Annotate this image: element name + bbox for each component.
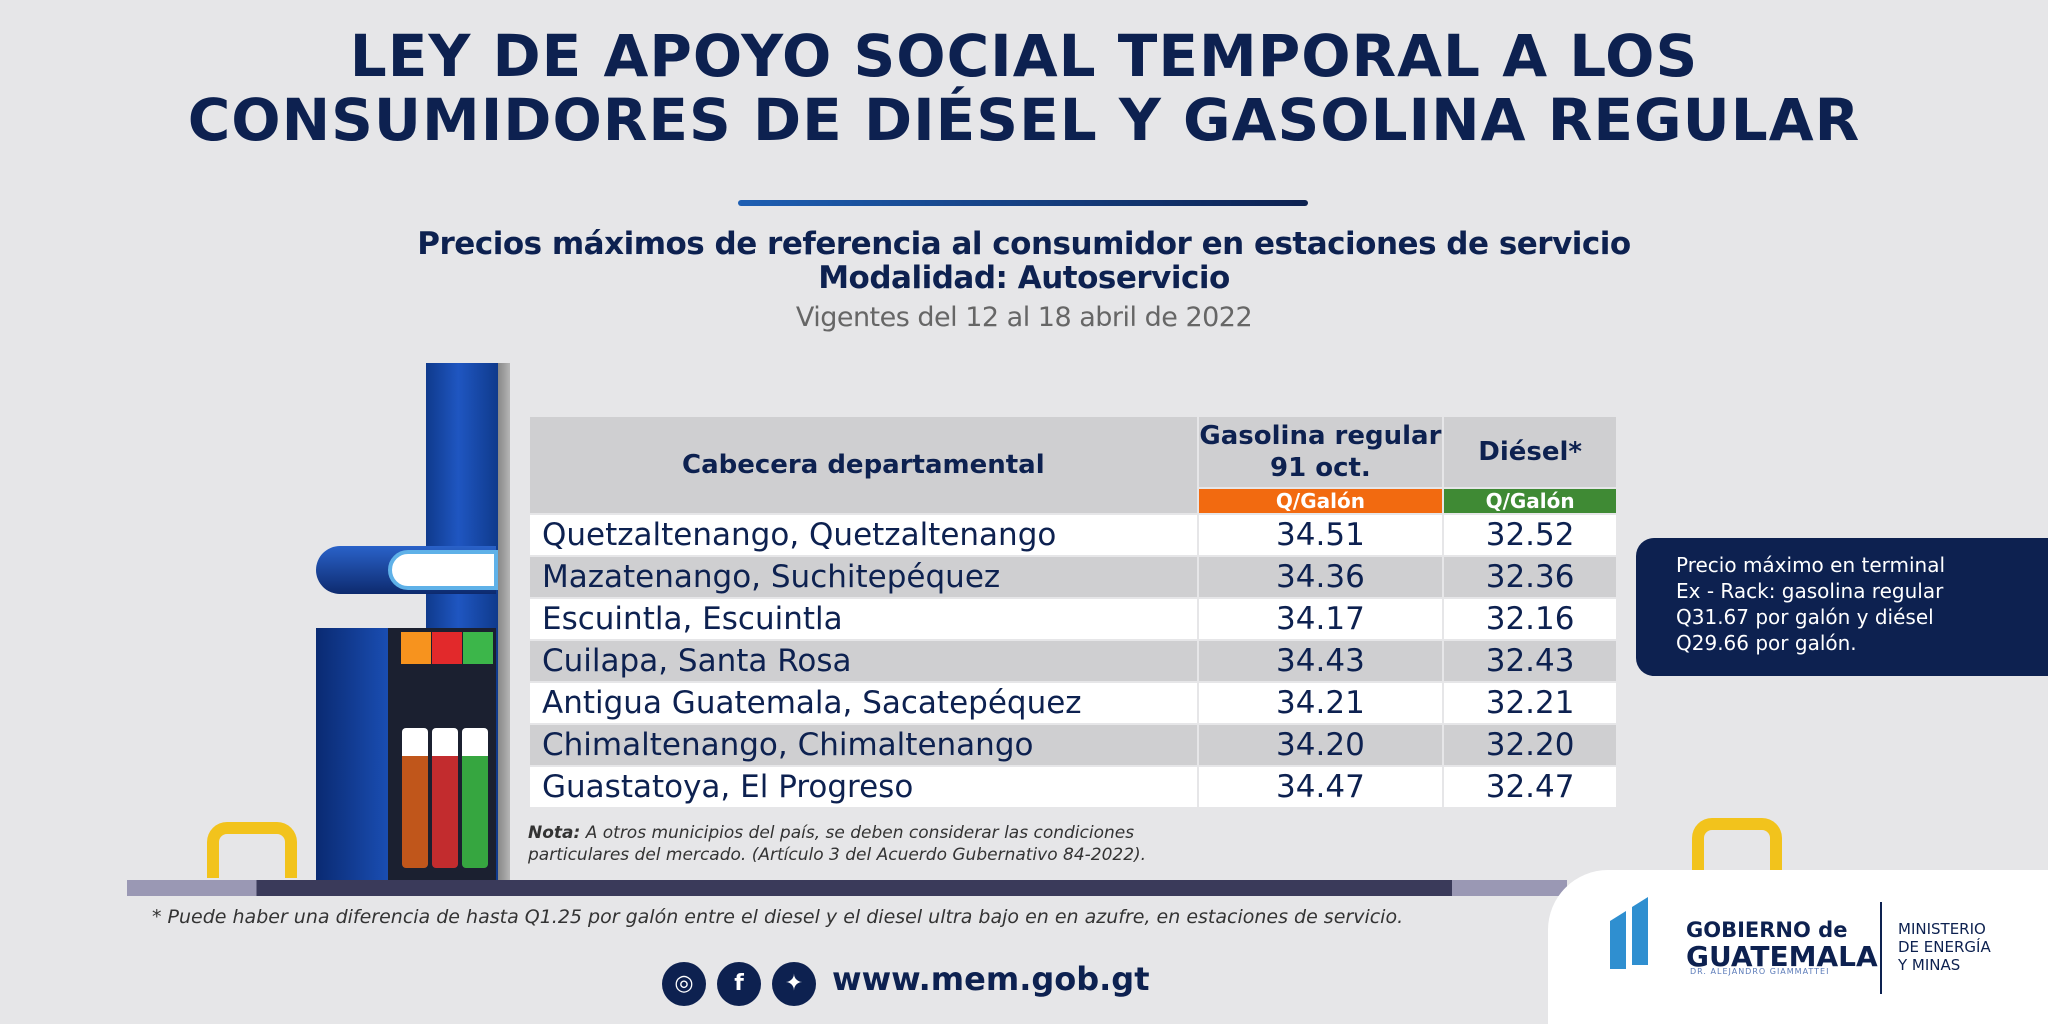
row-gas-price: 34.20 — [1196, 723, 1445, 767]
row-place: Quetzaltenango, Quetzaltenango — [528, 513, 1199, 557]
twitter-icon[interactable]: ✦ — [772, 962, 816, 1006]
row-diesel-price: 32.16 — [1442, 597, 1618, 641]
row-place: Guastatoya, El Progreso — [528, 765, 1199, 809]
row-place: Antigua Guatemala, Sacatepéquez — [528, 681, 1199, 725]
government-logo-panel — [1548, 870, 2048, 1024]
gov-name-line1: GOBIERNO de — [1686, 918, 1848, 942]
table-row: Guastatoya, El Progreso 34.47 32.47 — [528, 765, 1618, 809]
row-diesel-price: 32.43 — [1442, 639, 1618, 683]
note-label: Nota: — [528, 823, 581, 843]
row-place: Escuintla, Escuintla — [528, 597, 1199, 641]
gov-name-line2: GUATEMALA — [1686, 940, 1878, 973]
ministry-line2: DE ENERGÍA — [1898, 938, 1991, 956]
guatemala-logo-icon — [1610, 897, 1648, 969]
fuel-nozzle-icon — [402, 728, 428, 868]
diesel-footnote: * Puede haber una diferencia de hasta Q1… — [152, 906, 1404, 928]
table-row: Mazatenango, Suchitepéquez 34.36 32.36 — [528, 555, 1618, 599]
validity-dates: Vigentes del 12 al 18 abril de 2022 — [795, 302, 1253, 333]
canopy-arm-light — [388, 550, 498, 590]
pump-light-green — [463, 632, 493, 664]
subtitle-line2: Modalidad: Autoservicio — [818, 260, 1230, 296]
ministry-line3: Y MINAS — [1898, 956, 1961, 974]
row-diesel-price: 32.47 — [1442, 765, 1618, 809]
main-title-line2: CONSUMIDORES DE DIÉSEL Y GASOLINA REGULA… — [187, 86, 1861, 154]
main-title-line1: LEY DE APOYO SOCIAL TEMPORAL A LOS — [349, 22, 1699, 90]
logo-separator — [1880, 902, 1882, 994]
title-divider — [738, 200, 1308, 206]
row-place: Chimaltenango, Chimaltenango — [528, 723, 1199, 767]
row-gas-price: 34.43 — [1196, 639, 1445, 683]
rack-line1: Precio máximo en terminal — [1676, 553, 1946, 577]
ground-strip — [127, 880, 1567, 896]
col-header-diesel: Diésel* — [1442, 415, 1618, 489]
table-note: Nota: A otros municipios del país, se de… — [528, 822, 1228, 866]
note-line1: A otros municipios del país, se deben co… — [585, 823, 1135, 843]
row-place: Cuilapa, Santa Rosa — [528, 639, 1199, 683]
row-diesel-price: 32.36 — [1442, 555, 1618, 599]
col-header-place: Cabecera departamental — [528, 415, 1199, 515]
gov-president: DR. ALEJANDRO GIAMMATTEI — [1690, 967, 1830, 976]
col-header-gasoline: Gasolina regular 91 oct. — [1196, 415, 1445, 489]
safety-barrier-left — [207, 822, 297, 878]
pump-light-orange — [401, 632, 431, 664]
rack-line2: Ex - Rack: gasolina regular — [1676, 579, 1944, 603]
instagram-icon[interactable]: ◎ — [662, 962, 706, 1006]
fuel-nozzle-icon — [432, 728, 458, 868]
fuel-nozzle-icon — [462, 728, 488, 868]
row-diesel-price: 32.52 — [1442, 513, 1618, 557]
row-diesel-price: 32.21 — [1442, 681, 1618, 725]
website-link[interactable]: www.mem.gob.gt — [832, 960, 1150, 998]
ex-rack-price-box: Precio máximo en terminal Ex - Rack: gas… — [1636, 538, 2048, 676]
row-gas-price: 34.51 — [1196, 513, 1445, 557]
table-row: Quetzaltenango, Quetzaltenango 34.51 32.… — [528, 513, 1618, 557]
canopy-edge — [498, 363, 510, 883]
unit-diesel: Q/Galón — [1442, 487, 1618, 515]
ministry-line1: MINISTERIO — [1898, 920, 1986, 938]
row-place: Mazatenango, Suchitepéquez — [528, 555, 1199, 599]
row-gas-price: 34.21 — [1196, 681, 1445, 725]
table-row: Chimaltenango, Chimaltenango 34.20 32.20 — [528, 723, 1618, 767]
unit-gasoline: Q/Galón — [1196, 487, 1445, 515]
fuel-price-table: Cabecera departamental Gasolina regular … — [528, 415, 1618, 809]
pump-light-red — [432, 632, 462, 664]
row-gas-price: 34.47 — [1196, 765, 1445, 809]
subtitle-line1: Precios máximos de referencia al consumi… — [417, 226, 1631, 262]
safety-barrier-right — [1692, 818, 1782, 874]
row-diesel-price: 32.20 — [1442, 723, 1618, 767]
facebook-icon[interactable]: f — [717, 962, 761, 1006]
rack-line3: Q31.67 por galón y diésel — [1676, 605, 1934, 629]
rack-line4: Q29.66 por galón. — [1676, 631, 1857, 655]
note-line2: particulares del mercado. (Artículo 3 de… — [528, 845, 1147, 865]
row-gas-price: 34.17 — [1196, 597, 1445, 641]
table-row: Antigua Guatemala, Sacatepéquez 34.21 32… — [528, 681, 1618, 725]
table-row: Cuilapa, Santa Rosa 34.43 32.43 — [528, 639, 1618, 683]
row-gas-price: 34.36 — [1196, 555, 1445, 599]
table-row: Escuintla, Escuintla 34.17 32.16 — [528, 597, 1618, 641]
